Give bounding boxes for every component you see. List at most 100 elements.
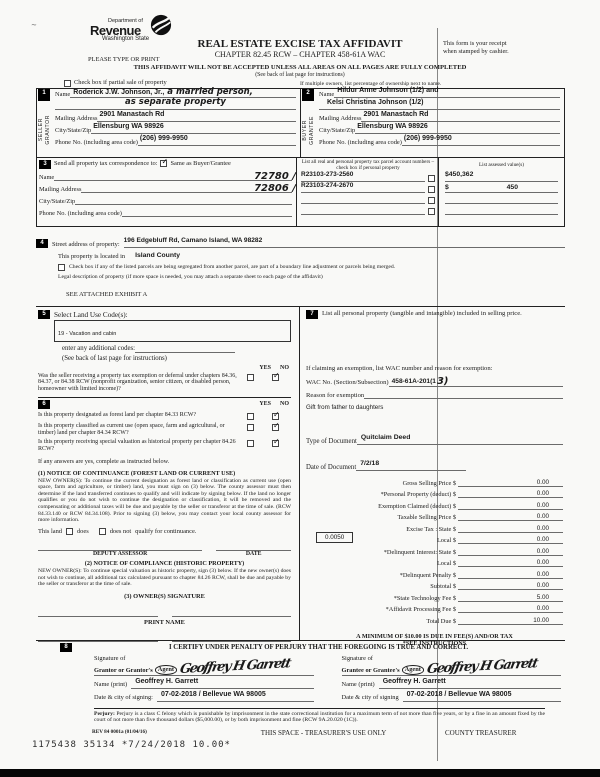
fee-row-delinquent-interest-state: *Delinquent Interest: State $0.00 [306, 544, 563, 556]
fee-value: 5.00 [536, 593, 549, 601]
assessed-3-field[interactable] [445, 203, 558, 204]
q6c-yes-checkbox[interactable] [247, 440, 254, 448]
type-of-document-value[interactable]: Quitclaim Deed [360, 434, 411, 441]
grantee-name-print-label: Name (print) [341, 681, 375, 688]
legal-description-label: Legal description of property (if more s… [58, 274, 323, 280]
fee-table: Gross Selling Price $0.00 *Personal Prop… [306, 475, 563, 625]
owner-signature-line-2[interactable] [171, 611, 291, 618]
seller-name-value[interactable]: Roderick J.W. Johnson, Jr., [73, 89, 165, 96]
grantee-name-print-value[interactable]: Geoffrey H. Garrett [382, 677, 446, 685]
print-name-line-2[interactable] [171, 636, 291, 643]
buyer-phone-value[interactable]: (206) 999-9950 [403, 135, 452, 142]
rev-number: REV 84 0001a (01/04/16) [92, 729, 147, 735]
parcel-4-personal-checkbox[interactable] [428, 208, 435, 215]
q6b-no-checkbox[interactable]: ✓ [272, 420, 280, 431]
logo-dept-text: Department of [108, 18, 143, 24]
parcel-3-field[interactable] [301, 203, 425, 204]
fee-row-excise-local: 0.0050 Local $0.00 [306, 532, 563, 544]
parcel-1-value[interactable]: R23103-273-2560 [301, 171, 354, 178]
assessed-value-2[interactable]: 450 [506, 184, 518, 191]
assessed-values-header: List assessed value(s) [479, 162, 524, 168]
parcel-4-field[interactable] [301, 214, 425, 215]
deputy-assessor-signature-line[interactable] [38, 545, 203, 552]
q5-no-checkbox[interactable]: ✓ [272, 370, 280, 381]
wac-number-value[interactable]: 458-61A-201(1 [391, 377, 436, 385]
section5-number: 5 [38, 310, 50, 319]
parcel-numbers-header: List all real and personal property tax … [301, 159, 435, 171]
located-in-value[interactable]: Island County [135, 252, 181, 259]
seller-side-label: SELLER [37, 118, 44, 142]
does-not-label: does not [109, 527, 132, 535]
land-use-code-box[interactable]: 19 - Vacation and cabin [54, 320, 291, 342]
grantee-agent-label: Grantee or Grantee's [341, 667, 400, 674]
buyer-city-value[interactable]: Ellensburg WA 98926 [357, 123, 428, 130]
multiple-owners-note: If multiple owners, list percentage of o… [300, 81, 442, 87]
grantor-name-print-value[interactable]: Geoffrey H. Garrett [135, 677, 199, 685]
seller-name-handwritten: a married person, [167, 87, 253, 97]
does-not-qualify-checkbox[interactable] [98, 528, 106, 536]
seller-mailing-label: Mailing Address [55, 114, 98, 122]
corr-phone-field[interactable] [121, 216, 292, 217]
grantor-agent-circled: Agent [154, 665, 178, 675]
buyer-phone-label: Phone No. (including area code) [319, 138, 402, 146]
form-subtitle: CHAPTER 82.45 RCW – CHAPTER 458-61A WAC [214, 50, 386, 59]
q6b-yes-checkbox[interactable] [247, 423, 254, 431]
section7-number: 7 [306, 310, 318, 319]
segregated-label: Check box if any of the listed parcels a… [69, 264, 396, 270]
section3-number: 3 [39, 160, 51, 169]
parcel-1-personal-checkbox[interactable] [428, 175, 435, 182]
street-address-value[interactable]: 196 Edgebluff Rd, Camano Island, WA 9828… [123, 237, 263, 244]
yes-header-6: YES [259, 401, 271, 408]
exhibit-note: SEE ATTACHED EXHIBIT A [66, 290, 148, 298]
seller-city-value[interactable]: Ellensburg WA 98926 [93, 123, 164, 130]
no-header-6: NO [280, 401, 289, 408]
seller-phone-value[interactable]: (206) 999-9950 [139, 135, 188, 142]
buyer-name-label: Name [319, 90, 335, 98]
partial-sale-checkbox[interactable] [64, 79, 71, 87]
corr-mailing-handwritten: 72806 / [254, 183, 296, 194]
q6a-yes-checkbox[interactable] [247, 412, 254, 420]
seller-name-label: Name [55, 90, 71, 98]
fee-row-excise-state: Excise Tax : State $0.00 [306, 521, 563, 533]
date-of-document-value[interactable]: 7/2/18 [360, 460, 380, 467]
does-qualify-checkbox[interactable] [65, 528, 73, 536]
q6a-no-checkbox[interactable]: ✓ [272, 409, 280, 420]
dor-swirl-icon [150, 14, 172, 41]
parcel-2-personal-checkbox[interactable] [428, 186, 435, 193]
assessed-4-field[interactable] [445, 214, 558, 215]
grantee-side-label: GRANTEE [308, 115, 315, 145]
notice-continuance-body: NEW OWNER(S): To continue the current de… [38, 477, 291, 524]
type-or-print-note: PLEASE TYPE OR PRINT [88, 56, 160, 63]
additional-codes-field[interactable] [135, 346, 236, 353]
print-name-line-1[interactable] [38, 636, 158, 643]
buyer-name-value-2[interactable]: Kelsi Christina Johnson (1/2) [327, 99, 424, 106]
grantee-date-city-value[interactable]: 07-02-2018 / Bellevue WA 98005 [406, 690, 512, 698]
assessed-value-1[interactable]: $450,362 [445, 171, 474, 178]
buyer-mailing-value[interactable]: 2901 Manastach Rd [363, 111, 429, 118]
corr-city-field[interactable] [75, 204, 292, 205]
qualify-label: qualify for continuance. [135, 527, 197, 535]
q6c-no-checkbox[interactable]: ✓ [272, 437, 280, 448]
fee-value: 0.00 [536, 536, 549, 543]
section2-number: 2 [302, 89, 314, 101]
corr-city-label: City/State/Zip [39, 197, 76, 205]
notice-compliance-body: NEW OWNER(S): To continue special valuat… [38, 568, 291, 588]
grantee-agent-circled: Agent [401, 665, 424, 675]
parcel-3-personal-checkbox[interactable] [428, 197, 435, 204]
perjury-notice: Perjury: Perjury is a class C felony whi… [94, 707, 545, 724]
grantor-date-city-value[interactable]: 07-02-2018 / Bellevue WA 98005 [160, 690, 266, 698]
assessed-2-dollar: $ [445, 184, 449, 191]
certify-statement: I CERTIFY UNDER PENALTY OF PERJURY THAT … [168, 644, 469, 651]
reason-exemption-field[interactable] [364, 392, 563, 399]
q5-yes-checkbox[interactable] [247, 373, 254, 381]
segregated-checkbox[interactable] [58, 264, 65, 271]
owner-signature-line-1[interactable] [38, 611, 158, 618]
seller-mailing-value[interactable]: 2901 Manastach Rd [99, 111, 165, 118]
parcel-2-value[interactable]: R23103-274-2670 [301, 182, 354, 189]
wac-number-label: WAC No. (Section/Subsection) [306, 379, 389, 386]
local-rate-box[interactable]: 0.0050 [316, 532, 354, 543]
same-as-buyer-checkbox[interactable]: ✓ [160, 157, 169, 167]
notice-continuance-title: (1) NOTICE OF CONTINUANCE (FOREST LAND O… [38, 469, 236, 477]
deputy-date-line[interactable] [216, 545, 291, 552]
buyer-name-value[interactable]: Hildur Anne Johnson (1/2) and [337, 87, 439, 94]
